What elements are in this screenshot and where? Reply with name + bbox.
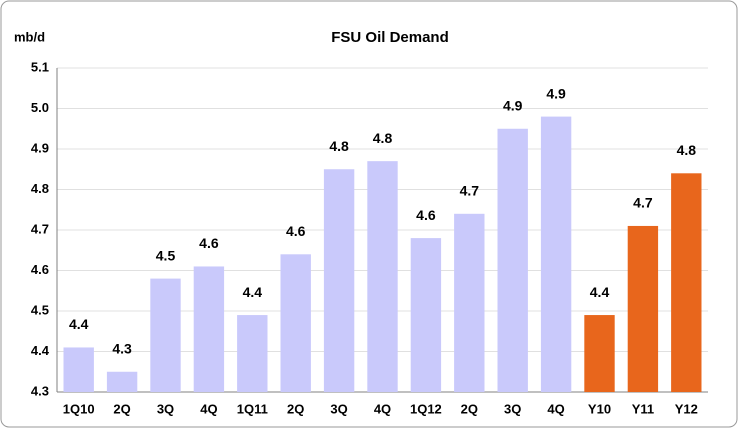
bar <box>63 347 94 392</box>
data-label: 4.8 <box>329 138 349 154</box>
bar <box>280 254 311 392</box>
x-tick-label: 4Q <box>547 401 564 416</box>
x-tick-label: 3Q <box>504 401 521 416</box>
data-label: 4.7 <box>633 195 653 211</box>
x-tick-label: 4Q <box>200 401 217 416</box>
data-label: 4.8 <box>677 142 697 158</box>
bar <box>497 128 528 392</box>
y-tick-label: 4.5 <box>31 302 49 317</box>
y-tick-label: 4.4 <box>31 343 50 358</box>
bar <box>671 173 702 392</box>
x-tick-label: Y10 <box>588 401 611 416</box>
data-label: 4.6 <box>286 223 306 239</box>
data-label: 4.9 <box>503 97 523 113</box>
bar <box>627 225 659 392</box>
bar <box>193 266 225 392</box>
bar <box>237 315 268 392</box>
data-label: 4.7 <box>460 183 480 199</box>
x-tick-label: 1Q11 <box>237 401 268 416</box>
x-tick-label: Y11 <box>632 401 654 416</box>
data-label: 4.5 <box>156 247 176 263</box>
y-tick-label: 4.3 <box>31 383 49 398</box>
y-tick-label: 4.9 <box>31 140 49 155</box>
bar <box>410 238 442 392</box>
data-label: 4.4 <box>69 316 89 332</box>
y-tick-label: 4.8 <box>31 181 49 196</box>
x-tick-label: 3Q <box>157 401 174 416</box>
data-label: 4.8 <box>373 130 393 146</box>
bar <box>540 116 572 392</box>
data-label: 4.6 <box>199 235 219 251</box>
bar <box>323 169 355 392</box>
bar <box>584 315 615 392</box>
data-label: 4.6 <box>416 207 436 223</box>
data-label: 4.4 <box>243 284 263 300</box>
y-tick-label: 4.6 <box>31 262 49 277</box>
x-tick-label: 2Q <box>461 401 478 416</box>
x-tick-label: 1Q10 <box>63 401 95 416</box>
data-label: 4.9 <box>546 85 566 101</box>
bar <box>454 213 485 392</box>
y-tick-label: 5.1 <box>31 59 49 74</box>
y-axis-label: mb/d <box>14 29 45 44</box>
x-tick-label: Y12 <box>675 401 698 416</box>
y-tick-label: 4.7 <box>31 221 49 236</box>
data-label: 4.3 <box>112 340 132 356</box>
data-label: 4.4 <box>590 284 610 300</box>
x-tick-label: 1Q12 <box>410 401 442 416</box>
bar <box>106 371 138 392</box>
x-tick-label: 3Q <box>330 401 347 416</box>
x-tick-label: 4Q <box>374 401 391 416</box>
bar <box>150 278 181 392</box>
x-tick-label: 2Q <box>287 401 304 416</box>
chart-title: FSU Oil Demand <box>331 29 449 46</box>
bar <box>367 161 398 392</box>
y-tick-label: 5.0 <box>31 100 49 115</box>
x-tick-label: 2Q <box>113 401 130 416</box>
